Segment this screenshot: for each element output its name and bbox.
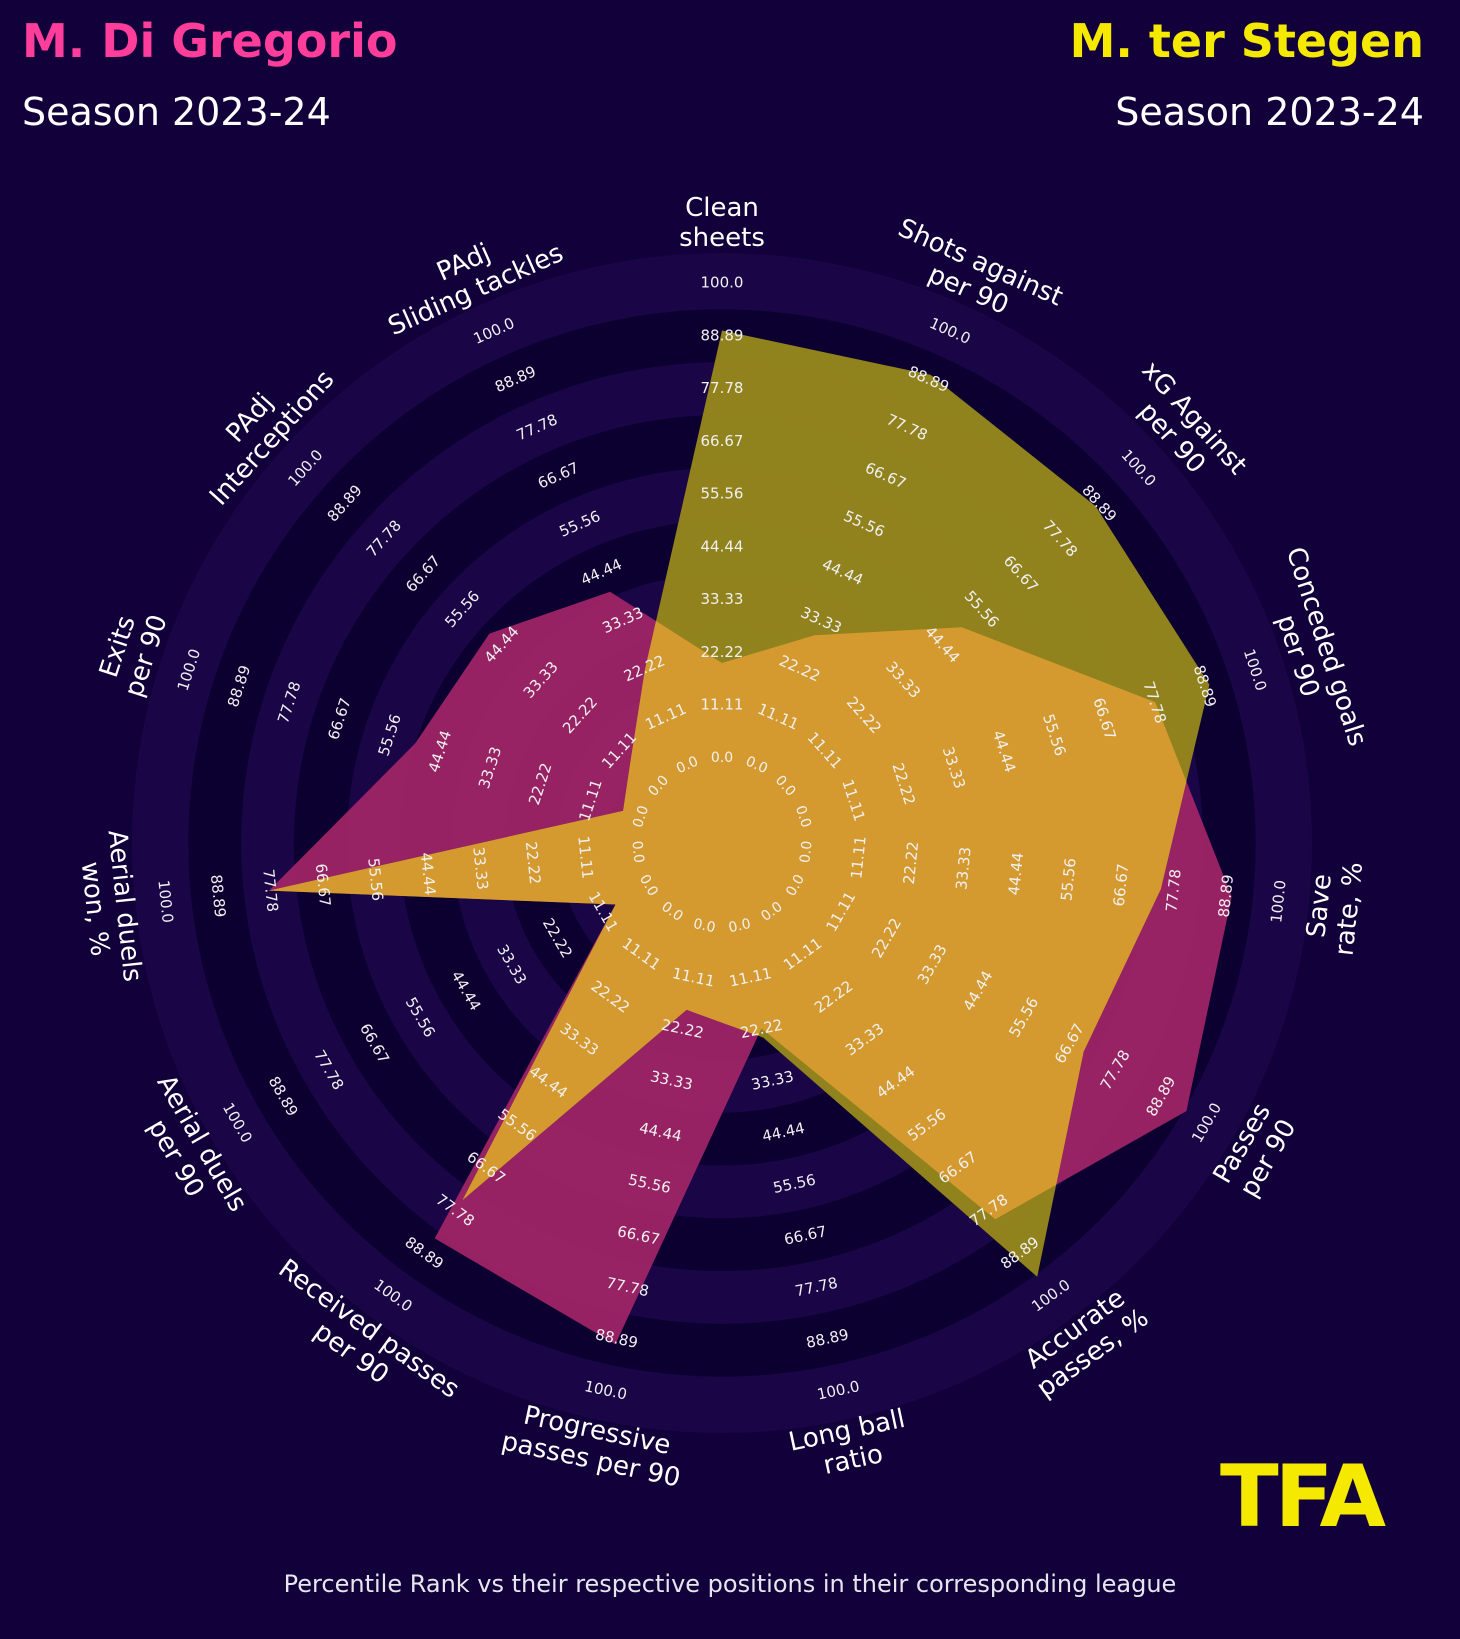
- radar-overlap: [269, 591, 1210, 1277]
- radar-tick-label: 33.33: [952, 846, 974, 891]
- radar-tick-label: 88.89: [207, 874, 229, 919]
- radar-tick-label: 66.67: [701, 432, 744, 450]
- radar-tick-label: 44.44: [417, 852, 439, 897]
- radar-tick-label: 100.0: [1267, 879, 1289, 924]
- category-label: Saverate, %: [1300, 857, 1369, 957]
- svg-text:TFA: TFA: [1220, 1450, 1387, 1540]
- category-label: Clean sheets: [679, 193, 765, 253]
- radar-tick-label: 0.0: [792, 804, 814, 830]
- radar-tick-label: 0.0: [711, 750, 733, 766]
- radar-tick-label: 11.11: [701, 696, 744, 714]
- radar-tick-label: 0.0: [692, 916, 717, 936]
- radar-tick-label: 66.67: [312, 863, 334, 908]
- category-label-line: Clean: [685, 193, 759, 223]
- category-label-line: rate, %: [1329, 861, 1369, 958]
- radar-tick-label: 44.44: [1005, 852, 1027, 897]
- player-right-name: M. ter Stegen: [1069, 14, 1424, 68]
- player-left-header: M. Di Gregorio Season 2023-24: [22, 10, 397, 140]
- player-left-season: Season 2023-24: [22, 90, 331, 134]
- radar-tick-label: 11.11: [574, 835, 596, 880]
- radar-tick-label: 77.78: [1162, 868, 1184, 913]
- radar-tick-label: 77.78: [259, 868, 281, 913]
- category-label-line: Save: [1301, 873, 1338, 940]
- radar-tick-label: 55.56: [1057, 857, 1079, 902]
- player-left-name: M. Di Gregorio: [22, 14, 398, 68]
- radar-tick-label: 55.56: [364, 857, 386, 902]
- radar-tick-label: 33.33: [701, 590, 744, 608]
- radar-tick-label: 100.0: [154, 879, 176, 924]
- player-right-season: Season 2023-24: [1115, 90, 1424, 134]
- radar-tick-label: 77.78: [701, 379, 744, 397]
- radar-tick-label: 22.22: [522, 841, 544, 886]
- radar-tick-label: 44.44: [701, 537, 744, 555]
- radar-tick-label: 0.0: [630, 804, 652, 830]
- radar-tick-label: 100.0: [701, 274, 744, 292]
- tfa-logo: TFA: [1220, 1447, 1400, 1547]
- category-label-line: sheets: [679, 223, 765, 253]
- radar-tick-label: 55.56: [701, 485, 744, 503]
- radar-tick-label: 66.67: [1110, 863, 1132, 908]
- radar-tick-label: 22.22: [701, 643, 744, 661]
- radar-tick-label: 22.22: [900, 841, 922, 886]
- chart-footnote: Percentile Rank vs their respective posi…: [283, 1570, 1177, 1598]
- radar-tick-label: 88.89: [1215, 874, 1237, 919]
- radar-tick-label: 11.11: [847, 835, 869, 880]
- radar-tick-label: 0.0: [797, 840, 815, 864]
- radar-tick-label: 0.0: [727, 916, 752, 936]
- radar-tick-label: 0.0: [628, 840, 646, 864]
- radar-tick-label: 33.33: [469, 846, 491, 891]
- player-right-header: M. ter Stegen Season 2023-24: [1070, 10, 1424, 140]
- radar-tick-label: 88.89: [701, 326, 744, 344]
